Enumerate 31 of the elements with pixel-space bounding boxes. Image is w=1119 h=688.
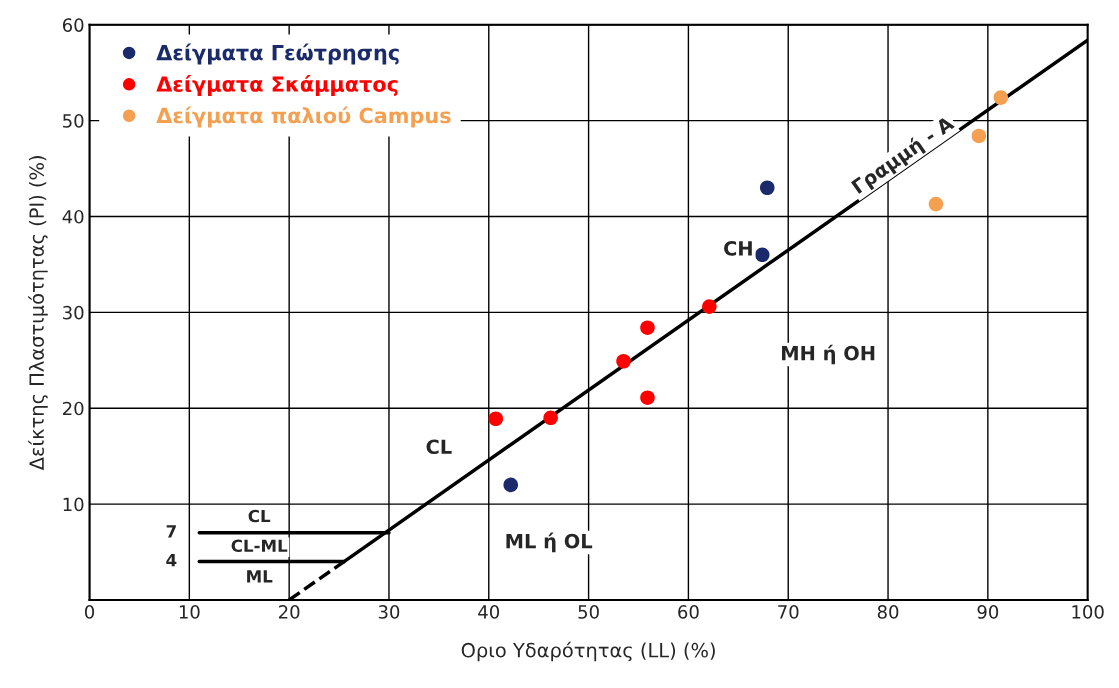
x-tick-label: 90 — [977, 605, 999, 619]
x-tick-label: 10 — [179, 605, 200, 619]
legend-label: Δείγματα παλιού Campus — [156, 106, 451, 128]
x-tick-label: 60 — [678, 605, 699, 619]
annotation: 4 — [166, 554, 177, 567]
x-axis-title: Οριο Υδαρότητας (LL) (%) — [461, 641, 715, 662]
legend-label: Δείγματα Γεώτρησης — [156, 43, 399, 65]
annotation: ML — [247, 570, 273, 583]
annotation: MH ή OH — [782, 344, 875, 365]
x-tick-label: 20 — [278, 605, 300, 619]
y-axis-title: Δείκτης Πλαστιμότητας (PI) (%) — [28, 156, 48, 471]
legend-label: Δείγματα Σκάμματος — [156, 74, 398, 96]
y-tick-label: 20 — [63, 401, 84, 416]
y-tick-label: 50 — [63, 114, 84, 128]
annotation: CH — [724, 240, 752, 256]
x-tick-label: 70 — [778, 605, 799, 619]
y-tick-label: 10 — [63, 497, 84, 512]
annotation: CL — [248, 509, 271, 523]
y-tick-label: 30 — [63, 305, 84, 320]
annotation: ML ή OL — [506, 532, 593, 553]
x-tick-label: 30 — [378, 605, 400, 619]
annotation: CL-ML — [231, 539, 288, 553]
y-tick-label: 60 — [62, 18, 84, 32]
x-tick-label: 100 — [1072, 605, 1104, 619]
y-tick-label: 40 — [62, 209, 84, 224]
x-tick-label: 0 — [84, 605, 95, 619]
x-tick-label: 40 — [478, 605, 500, 619]
x-tick-label: 50 — [578, 605, 599, 619]
x-tick-label: 80 — [877, 605, 899, 619]
annotation: 7 — [166, 525, 176, 538]
annotation: CL — [426, 439, 452, 455]
